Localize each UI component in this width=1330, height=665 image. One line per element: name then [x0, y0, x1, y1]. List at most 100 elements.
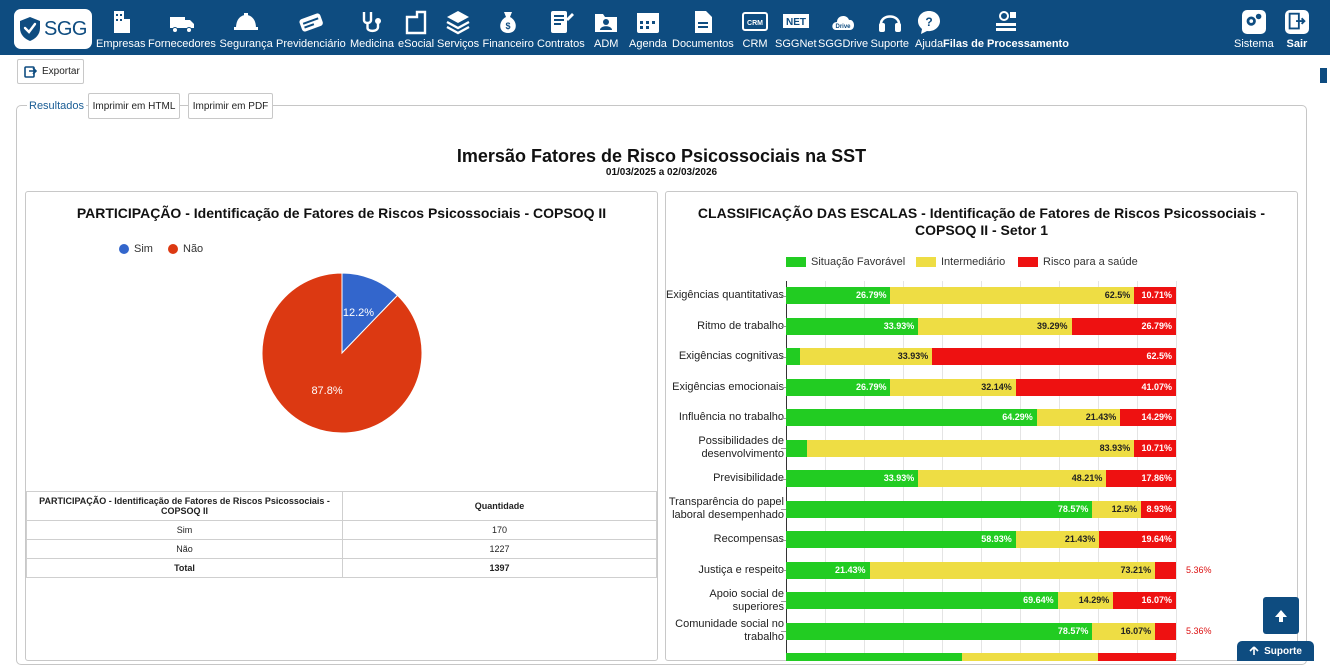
bar-segment-intermediario[interactable]: [1057, 592, 1114, 609]
bar-axis-tick: [781, 478, 786, 480]
bar-segment-intermediario[interactable]: [869, 561, 1156, 579]
bar-axis-tick: [781, 295, 786, 297]
headset-icon: [879, 15, 901, 32]
bar-segment-favoravel[interactable]: [786, 561, 870, 579]
nav-item-label: Segurança: [219, 38, 273, 50]
folder-user-icon: [595, 14, 617, 32]
nav-item-label: eSocial: [398, 38, 435, 50]
bar-data-label: 16.07%: [1120, 625, 1152, 636]
print-html-button[interactable]: Imprimir em HTML: [88, 93, 180, 119]
bar-segment-intermediario[interactable]: [799, 348, 933, 365]
arrow-up-icon: [1275, 609, 1287, 622]
bar-segment-risco[interactable]: [1113, 592, 1176, 609]
pie-legend-nao[interactable]: Não: [168, 243, 203, 255]
export-label: Exportar: [42, 66, 80, 77]
scroll-to-top-button[interactable]: [1263, 597, 1299, 634]
bar-data-label: 21.43%: [1064, 534, 1096, 544]
table-cell-label: Sim: [26, 520, 343, 540]
scrollbar-thumb[interactable]: [1320, 68, 1327, 83]
bar-segment-intermediario[interactable]: [890, 378, 1016, 396]
bar-segment-intermediario[interactable]: [1092, 500, 1142, 518]
bar-segment-intermediario[interactable]: [918, 470, 1107, 487]
bar-axis-tick: [781, 387, 786, 388]
bar-segment-intermediario[interactable]: [890, 287, 1135, 304]
bar-segment-favoravel[interactable]: [786, 470, 919, 487]
bar-legend-intermediario[interactable]: Intermediário: [916, 256, 1005, 268]
bar-axis-tick: [781, 600, 786, 602]
pie-slice-label: 12.2%: [343, 307, 374, 319]
nav-item-label: Sistema: [1234, 38, 1274, 50]
bar-segment-intermediario[interactable]: [1015, 531, 1100, 548]
bar-category-label: Justiça e respeito: [698, 563, 784, 576]
report-period: 01/03/2025 a 02/03/2026: [605, 167, 718, 178]
tab-results[interactable]: Resultados: [27, 100, 87, 112]
support-tab[interactable]: Suporte: [1237, 641, 1314, 661]
gears-icon-box: [1242, 10, 1266, 34]
bar-data-label: 78.57%: [1057, 503, 1089, 514]
participation-title: PARTICIPAÇÃO - Identificação de Fatores …: [76, 205, 607, 221]
bar-segment-risco[interactable]: [1099, 531, 1176, 548]
bar-segment-risco[interactable]: [1134, 439, 1176, 457]
bar-data-label: 62.5%: [1146, 351, 1172, 361]
nav-item-label: Medicina: [350, 38, 395, 50]
support-tab-label: Suporte: [1264, 645, 1302, 657]
bar-segment-intermediario[interactable]: [918, 317, 1072, 335]
svg-text:CRM: CRM: [747, 20, 763, 27]
print-pdf-button[interactable]: Imprimir em PDF: [188, 93, 273, 119]
report-title: Imersão Fatores de Risco Psicossociais n…: [456, 146, 867, 166]
net-icon: NET: [783, 14, 809, 28]
bar-segment-risco[interactable]: [1155, 622, 1176, 640]
bar-data-label: 10.71%: [1141, 442, 1172, 453]
bar-segment-favoravel[interactable]: [786, 500, 1093, 518]
nav-item-label: Previdenciário: [276, 38, 346, 50]
bar-segment-favoravel[interactable]: [786, 378, 891, 396]
nav-item-label: SGGNet: [775, 38, 817, 50]
bar-segment-favoravel[interactable]: [786, 531, 1016, 548]
bar-data-label: 39.29%: [1037, 320, 1068, 331]
bar-segment-favoravel[interactable]: [786, 439, 807, 457]
bar-axis-tick: [781, 570, 786, 571]
bar-category-label: Exigências quantitativas: [665, 289, 784, 301]
pie-slice-no[interactable]: [261, 272, 423, 434]
bar-category-label: Previsibilidade: [713, 472, 784, 484]
bar-segment-intermediario[interactable]: [1036, 409, 1121, 426]
participation-pie-chart: 12.2% 87.8%: [261, 272, 423, 434]
bar-segment-risco[interactable]: [1120, 409, 1177, 426]
help-bubble-icon: ?: [918, 11, 940, 34]
pie-legend-sim[interactable]: Sim: [119, 243, 153, 255]
bar-segment-favoravel[interactable]: [786, 287, 891, 304]
bar-segment-intermediario[interactable]: [806, 439, 1135, 457]
bar-segment-favoravel[interactable]: [786, 622, 1093, 640]
bar-segment-risco[interactable]: [1141, 500, 1176, 518]
pie-slice-sim[interactable]: [341, 272, 399, 355]
bar-axis-tick: [781, 448, 786, 449]
bar-segment-favoravel[interactable]: [786, 348, 800, 365]
bar-segment-risco[interactable]: [1106, 470, 1176, 487]
bar-segment-risco[interactable]: [1015, 378, 1176, 396]
shield-logo-icon: [20, 17, 41, 41]
bar-segment-risco[interactable]: [932, 348, 1176, 365]
top-nav-bar: SGG Empresas Fornecedores Segurança Previde…: [0, 0, 1330, 55]
bar-segment-favoravel[interactable]: [786, 317, 919, 335]
bar-legend-risco[interactable]: Risco para a saúde: [1018, 256, 1138, 268]
bar-segment-favoravel[interactable]: [786, 592, 1058, 609]
bar-data-label: 5.36%: [1186, 625, 1212, 636]
bar-data-label: 78.57%: [1057, 625, 1089, 636]
bar-data-label: 17.86%: [1141, 473, 1172, 483]
svg-text:Drive: Drive: [835, 24, 851, 30]
sgg-logo[interactable]: SGG: [14, 9, 92, 49]
bar-data-label: 58.93%: [981, 534, 1012, 544]
bar-segment-risco[interactable]: [1155, 561, 1176, 579]
table-row: Não 1227: [26, 539, 657, 559]
bar-segment-risco[interactable]: [1071, 317, 1177, 335]
calendar-icon: [637, 13, 659, 33]
export-button[interactable]: Exportar: [17, 59, 84, 84]
bar-legend-favoravel[interactable]: Situação Favorável: [786, 256, 905, 268]
bar-segment-risco[interactable]: [1134, 287, 1176, 304]
bar-axis-tick: [781, 417, 786, 419]
bar-segment-intermediario[interactable]: [1092, 622, 1156, 640]
card-icon: [299, 13, 323, 32]
bar-data-label: 26.79%: [855, 381, 887, 392]
bar-segment-favoravel[interactable]: [786, 409, 1037, 426]
legend-label-favoravel: Situação Favorável: [811, 256, 906, 268]
